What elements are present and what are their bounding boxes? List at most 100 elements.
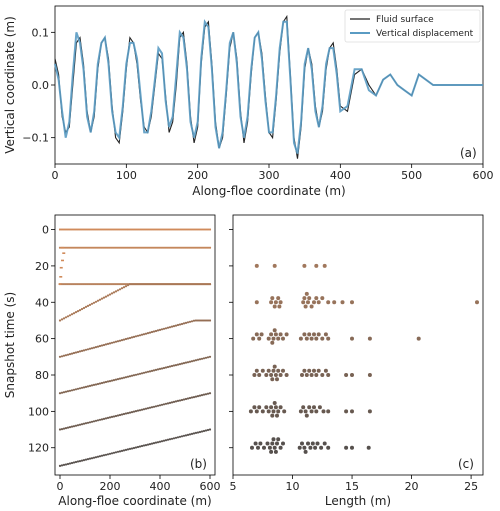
legend-box xyxy=(344,9,481,43)
b-point xyxy=(122,376,126,379)
b-point xyxy=(62,391,66,394)
c-point xyxy=(320,296,325,301)
b-point xyxy=(82,306,86,310)
b-point xyxy=(80,307,84,311)
c-point xyxy=(278,332,283,337)
c-point xyxy=(321,409,326,414)
b-point xyxy=(152,405,156,408)
b-point xyxy=(110,341,114,344)
b-point xyxy=(70,246,74,249)
b-point xyxy=(72,228,76,231)
c-point xyxy=(344,445,349,450)
b-point xyxy=(72,283,76,286)
b-point xyxy=(174,246,178,249)
c-point xyxy=(276,296,281,301)
b-point xyxy=(60,428,64,431)
b-point xyxy=(100,381,104,385)
b-point xyxy=(148,246,152,249)
b-point xyxy=(74,311,78,314)
b-point xyxy=(184,228,188,231)
b-point xyxy=(118,228,122,231)
b-point xyxy=(136,409,140,412)
b-point xyxy=(72,246,76,249)
c-point xyxy=(317,405,322,410)
b-point xyxy=(164,246,168,249)
b-point xyxy=(112,291,116,294)
b-point xyxy=(82,386,86,389)
b-point xyxy=(62,427,66,430)
c-point xyxy=(306,441,310,446)
c-point xyxy=(269,405,274,410)
b-point xyxy=(90,228,94,231)
b-point xyxy=(168,438,172,441)
b-point xyxy=(140,283,144,286)
b-point xyxy=(70,283,74,286)
b-point xyxy=(204,393,208,396)
panel-a-ticks: 0 100 200 300 400 500 600 −0.1 0.0 0.1 xyxy=(22,26,493,182)
b-point xyxy=(106,228,110,231)
b-point xyxy=(82,246,86,249)
b-point xyxy=(150,369,154,372)
b-point xyxy=(64,228,68,231)
b-point xyxy=(114,451,118,454)
c-point xyxy=(312,300,316,305)
b-point xyxy=(84,246,88,249)
b-point xyxy=(112,228,116,231)
b-point xyxy=(92,420,96,423)
c-point xyxy=(272,445,277,450)
b-point xyxy=(156,329,160,332)
b-point xyxy=(64,246,68,249)
b-point xyxy=(108,342,112,345)
c-point xyxy=(322,263,327,268)
b-point xyxy=(98,418,102,421)
b-point xyxy=(102,417,106,420)
b-point xyxy=(72,312,76,315)
b-point xyxy=(62,317,66,320)
b-point xyxy=(66,462,70,466)
b-point xyxy=(192,359,196,362)
b-point xyxy=(108,246,112,249)
b-point xyxy=(188,433,192,436)
a-xtick-label: 500 xyxy=(401,169,422,182)
b-point xyxy=(170,246,174,249)
c-point xyxy=(284,332,289,337)
b-point xyxy=(148,228,152,231)
b-point xyxy=(100,418,104,421)
b-point xyxy=(72,351,76,355)
b-point xyxy=(100,228,104,231)
c-point xyxy=(264,373,269,377)
c-point xyxy=(257,405,262,410)
c-point xyxy=(272,401,277,405)
b-stair-point xyxy=(61,259,64,262)
b-point xyxy=(96,246,100,249)
b-point xyxy=(70,425,74,428)
c-point xyxy=(312,332,316,337)
b-point xyxy=(116,450,120,453)
b-ytick-label: 80 xyxy=(35,369,49,382)
b-point xyxy=(176,246,180,249)
b-point xyxy=(114,414,118,418)
b-point xyxy=(192,396,196,399)
b-point xyxy=(120,339,124,342)
b-point xyxy=(84,305,88,308)
b-point xyxy=(188,228,192,231)
b-point xyxy=(108,283,112,286)
b-point xyxy=(98,283,102,286)
b-point xyxy=(154,329,158,333)
c-point xyxy=(326,409,331,414)
b-point xyxy=(156,283,160,286)
b-point xyxy=(68,353,72,356)
b-point xyxy=(92,456,96,459)
b-point xyxy=(134,335,138,338)
b-point xyxy=(78,309,82,312)
b-point xyxy=(80,386,84,389)
a-xtick-label: 300 xyxy=(259,169,280,182)
c-point xyxy=(251,336,256,341)
b-point xyxy=(100,297,104,300)
b-point xyxy=(178,323,182,326)
c-point xyxy=(300,373,304,377)
b-point xyxy=(122,246,126,249)
b-point xyxy=(150,283,154,286)
b-point xyxy=(96,228,100,231)
b-point xyxy=(208,319,212,322)
